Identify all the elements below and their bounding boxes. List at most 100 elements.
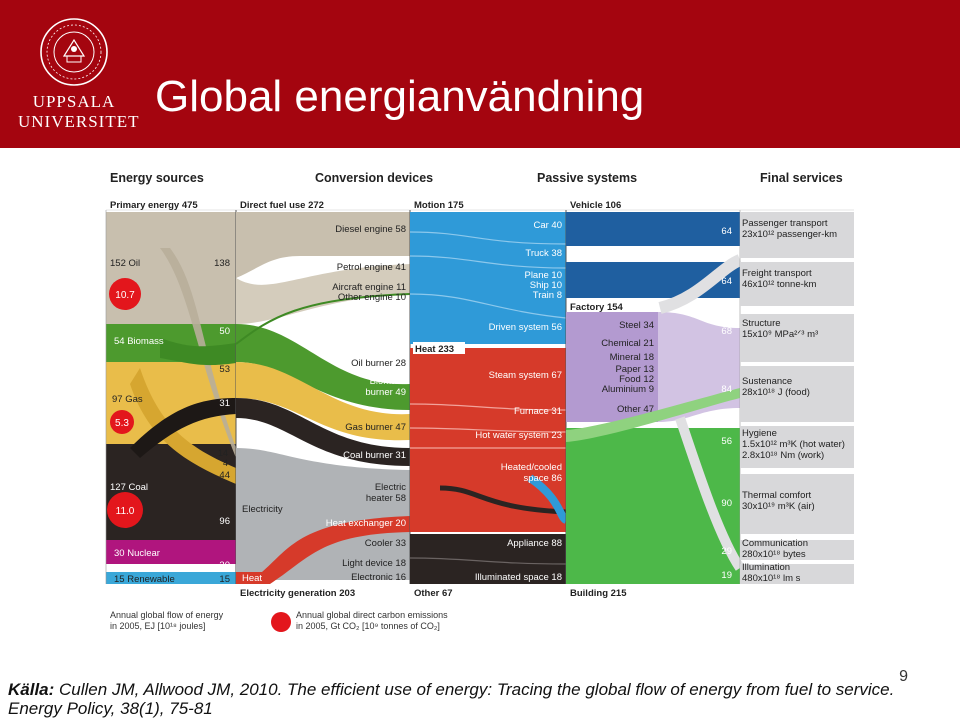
source-a-oil: 138: [214, 258, 230, 269]
final-bg-5: [740, 426, 854, 468]
factory-label-2: Mineral 18: [610, 352, 654, 363]
source-label-biomass: 54 Biomass: [114, 336, 164, 347]
final-bg-4: [740, 366, 854, 422]
emission-circle-oil: [109, 278, 141, 310]
small-value-4: 4: [223, 458, 228, 468]
passive-label-4: Train 8: [533, 290, 562, 301]
electricity-block: [236, 448, 410, 580]
passive-label-5: Driven system 56: [489, 322, 562, 333]
passive-label-7: Furnace 31: [514, 406, 562, 417]
final-title-6: Communication: [742, 538, 808, 549]
label-electricity: Electricity: [242, 504, 283, 515]
source-b-gas: 44: [219, 470, 230, 481]
citation-prefix: Källa:: [8, 680, 55, 699]
final-title-4: Hygiene: [742, 428, 777, 439]
motion-block: [410, 212, 566, 344]
device-label-9-line-1: Electric: [375, 482, 406, 493]
final-value-3: 84: [721, 384, 732, 395]
device-label-4-line-2: motor 55: [369, 327, 407, 338]
factory-label-4: Food 12: [619, 374, 654, 385]
device-label-3: Other engine 10: [338, 292, 406, 303]
legend-flow-line-1: Annual global flow of energy: [110, 610, 224, 620]
passive-label-6: Steam system 67: [489, 370, 562, 381]
source-label-coal: 127 Coal: [110, 482, 148, 493]
university-seal-icon: [40, 18, 108, 86]
device-label-9-line-2: heater 58: [366, 493, 406, 504]
device-label-10: Heat exchanger 20: [326, 518, 406, 529]
source-a-gas: 53: [219, 364, 230, 375]
col-direct: Direct fuel use 272: [240, 200, 324, 211]
final-value-5: 90: [721, 498, 732, 509]
final-sub-1: 46x10¹² tonne-km: [742, 279, 817, 290]
source-label-nuclear: 30 Nuclear: [114, 548, 160, 559]
header-energy-sources: Energy sources: [110, 171, 204, 185]
source-label-oil: 152 Oil: [110, 258, 140, 269]
header-conversion-devices: Conversion devices: [315, 171, 433, 185]
legend-carbon-line-1: Annual global direct carbon emissions: [296, 610, 448, 620]
label-heat: Heat: [242, 573, 262, 584]
passive-label-0: Car 40: [533, 220, 562, 231]
final-sub-0: 23x10¹² passenger-km: [742, 229, 837, 240]
source-a-biomass: 50: [219, 326, 230, 337]
factory-label-3: Paper 13: [615, 364, 654, 375]
energy-flow-diagram: Energy sources Conversion devices Passiv…: [0, 148, 960, 648]
factory-block: [566, 312, 658, 422]
source-label-gas: 97 Gas: [112, 394, 143, 405]
university-logo: UPPSALA UNIVERSITET: [18, 16, 140, 134]
vehicle-passenger: [566, 212, 740, 246]
logo-line-1: UPPSALA: [32, 92, 116, 111]
passive-label-1: Truck 38: [525, 248, 562, 259]
emission-value-coal: 11.0: [116, 506, 135, 517]
final-sub-2: 15x10⁹ MPa²ᐟ³ m³: [742, 329, 818, 340]
final-bg-7: [740, 540, 854, 560]
final-title-7: Illumination: [742, 562, 790, 573]
passive-label-9-line-2: space 86: [523, 473, 562, 484]
device-label-1: Petrol engine 41: [337, 262, 406, 273]
passive-label-8: Hot water system 23: [475, 430, 562, 441]
device-label-11: Cooler 33: [365, 538, 406, 549]
device-label-12: Light device 18: [342, 558, 406, 569]
other-block: [410, 534, 566, 584]
col-motion: Motion 175: [414, 200, 464, 211]
header-passive-systems: Passive systems: [537, 171, 637, 185]
citation: Källa: Cullen JM, Allwood JM, 2010. The …: [8, 680, 918, 718]
device-label-13: Electronic 16: [351, 572, 406, 583]
source-label-renewable: 15 Renewable: [114, 574, 175, 585]
logo-line-2: UNIVERSITET: [18, 112, 140, 131]
final-value-6: 29: [721, 546, 732, 557]
source-a-coal: 31: [219, 398, 230, 409]
device-label-5: Oil burner 28: [351, 358, 406, 369]
device-label-2: Aircraft engine 11: [332, 282, 406, 293]
header-banner: UPPSALA UNIVERSITET Global energianvändn…: [0, 0, 960, 148]
final-bg-6: [740, 474, 854, 534]
final-sub-5: 30x10¹⁹ m³K (air): [742, 501, 815, 512]
factory-label-5: Aluminium 9: [602, 384, 654, 395]
final-value-0: 64: [721, 226, 732, 237]
final-bg-8: [740, 564, 854, 584]
passive-label-11: Illuminated space 18: [475, 572, 562, 583]
device-label-6-line-2: burner 49: [365, 387, 406, 398]
small-value-14: 14: [218, 448, 228, 458]
passive-label-10: Appliance 88: [507, 538, 562, 549]
legend-flow-line-2: in 2005, EJ [10¹⁸ joules]: [110, 621, 205, 631]
col-vehicle: Vehicle 106: [570, 200, 621, 211]
emission-value-gas: 5.3: [115, 418, 129, 429]
passive-label-9-line-1: Heated/cooled: [501, 462, 562, 473]
final-value-4: 56: [721, 436, 732, 447]
source-b-renewable: 15: [219, 574, 230, 585]
source-b-nuclear: 30: [219, 560, 230, 571]
final-value-7: 19: [721, 570, 732, 581]
citation-text: Cullen JM, Allwood JM, 2010. The efficie…: [8, 680, 895, 718]
emission-circle-gas: [110, 410, 134, 434]
passive-label-3: Ship 10: [530, 280, 562, 291]
final-bg-3: [740, 314, 854, 362]
page-title: Global energianvändning: [155, 72, 645, 121]
final-title-5: Thermal comfort: [742, 490, 812, 501]
final-value-2: 68: [721, 326, 732, 337]
col-heat: Heat 233: [415, 344, 454, 355]
legend-emission-circle: [271, 612, 291, 632]
col-primary: Primary energy 475: [110, 200, 198, 211]
col-building: Building 215: [570, 588, 627, 599]
final-sub-6: 280x10¹⁸ bytes: [742, 549, 806, 560]
final-sub-4-line-2: 2.8x10¹⁸ Nm (work): [742, 450, 824, 461]
